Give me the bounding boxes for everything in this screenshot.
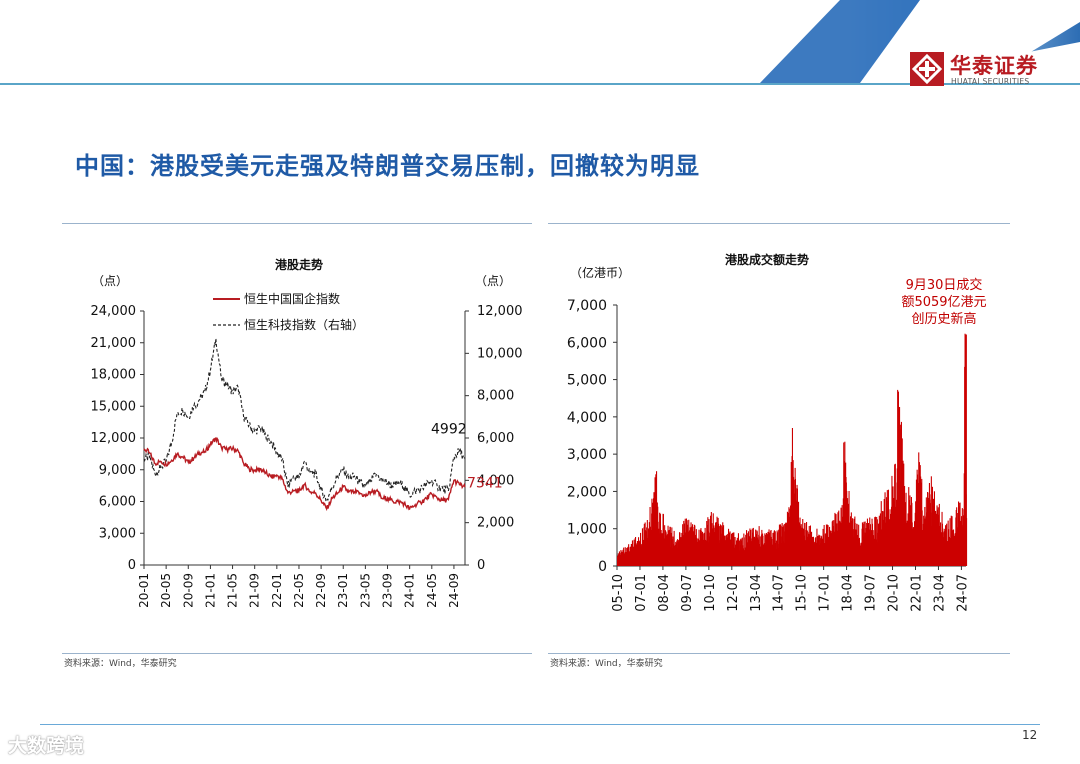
hstech-end-label: 4992 (431, 421, 467, 437)
turnover-y-tick-label: 3,000 (567, 447, 607, 463)
hscei-line (143, 436, 466, 512)
legend-hscei-label: 恒生中国国企指数 (244, 291, 340, 306)
x-tick-label: 23-01 (336, 573, 350, 608)
x-tick-label: 22-05 (292, 573, 306, 608)
left-axis-unit: （点） (92, 274, 129, 288)
turnover-y-tick-label: 6,000 (567, 335, 607, 351)
peak-annotation-line: 创历史新高 (911, 311, 976, 327)
turnover-y-tick-label: 4,000 (567, 410, 607, 426)
right-y-tick-label: 0 (477, 558, 485, 573)
page-number: 12 (1022, 728, 1038, 742)
turnover-bar (900, 421, 902, 566)
x-tick-label: 20-05 (159, 573, 173, 608)
turnover-peak-bar (965, 334, 967, 566)
left-panel-top-rule (62, 223, 532, 224)
x-tick-label: 20-09 (181, 573, 195, 608)
page-title: 中国：港股受美元走强及特朗普交易压制，回撤较为明显 (75, 152, 700, 180)
left-y-tick-label: 9,000 (99, 463, 136, 478)
x-tick-label: 21-05 (226, 573, 240, 608)
brand-name-en: HUATAI SECURITIES (951, 77, 1030, 86)
turnover-bar (874, 516, 876, 566)
left-y-tick-label: 21,000 (91, 336, 137, 351)
hscei-end-label: 7341 (467, 475, 503, 491)
right-y-tick-label: 12,000 (477, 304, 523, 319)
turnover-y-tick-label: 7,000 (567, 298, 607, 314)
right-y-tick-label: 8,000 (477, 389, 514, 404)
left-y-tick-label: 12,000 (91, 431, 137, 446)
watermark-text: 大数跨境 (8, 735, 85, 757)
left-chart-title: 港股走势 (275, 258, 324, 272)
turnover-x-tick-label: 24-07 (955, 574, 970, 612)
x-tick-label: 21-01 (203, 573, 217, 608)
x-tick-label: 24-01 (403, 573, 417, 608)
turnover-y-tick-label: 1,000 (567, 522, 607, 538)
brand-logo: 华泰证券 HUATAI SECURITIES (910, 50, 1060, 90)
hk-index-chart: 0 3,000 6,000 9,000 12,000 15,000 18,000 21,000… (91, 291, 523, 608)
right-axis-unit: （点） (475, 274, 512, 288)
right-y-tick-label: 10,000 (477, 346, 523, 361)
turnover-x-tick-label: 09-07 (680, 574, 695, 612)
turnover-x-tick-label: 17-01 (818, 574, 833, 612)
legend-hstech-label: 恒生科技指数（右轴） (244, 317, 364, 332)
right-y-tick-label: 6,000 (477, 431, 514, 446)
turnover-x-tick-label: 12-01 (726, 574, 741, 612)
right-y-tick-label: 4,000 (477, 473, 514, 488)
turnover-x-tick-label: 19-07 (864, 574, 879, 612)
brand-name-cn: 华泰证券 (950, 54, 1038, 78)
footer-divider (40, 724, 1040, 725)
right-source-note: 资料来源：Wind，华泰研究 (550, 659, 663, 669)
x-tick-label: 23-05 (358, 573, 372, 608)
huatai-logo-icon (910, 52, 944, 86)
turnover-bar (707, 517, 709, 566)
x-tick-label: 21-09 (248, 573, 262, 608)
turnover-bar (669, 526, 671, 566)
turnover-x-tick-label: 10-10 (703, 574, 718, 612)
turnover-y-tick-label: 5,000 (567, 373, 607, 389)
header-divider (0, 83, 1080, 85)
left-panel-bottom-rule (62, 653, 532, 654)
turnover-y-tick-label: 2,000 (567, 484, 607, 500)
turnover-x-tick-label: 15-10 (795, 574, 810, 612)
turnover-bar (671, 527, 673, 566)
x-tick-label: 20-01 (137, 573, 151, 608)
turnover-bar (964, 333, 966, 566)
peak-annotation-line: 额5059亿港元 (901, 295, 986, 310)
right-panel-top-rule (548, 223, 1010, 224)
x-tick-label: 23-09 (381, 573, 395, 608)
peak-annotation-line: 9月30日成交 (906, 277, 983, 293)
left-y-tick-label: 24,000 (91, 304, 137, 319)
turnover-bar (930, 476, 932, 566)
right-y-tick-label: 2,000 (477, 516, 514, 531)
turnover-x-tick-label: 13-04 (749, 574, 764, 612)
turnover-x-tick-label: 23-04 (932, 574, 947, 612)
turnover-y-tick-label: 0 (598, 559, 607, 575)
turnover-unit: （亿港币） (570, 266, 631, 280)
x-tick-label: 24-05 (425, 573, 439, 608)
turnover-x-tick-label: 22-01 (909, 574, 924, 612)
x-tick-label: 22-01 (270, 573, 284, 608)
left-y-tick-label: 6,000 (99, 495, 136, 510)
left-y-tick-label: 15,000 (91, 399, 137, 414)
turnover-x-tick-label: 08-04 (657, 574, 672, 612)
turnover-bar (662, 514, 664, 566)
hstech-line (143, 338, 466, 503)
right-chart-title: 港股成交额走势 (725, 253, 810, 267)
turnover-bar (624, 547, 626, 566)
turnover-x-tick-label: 18-04 (841, 574, 856, 612)
left-y-tick-label: 18,000 (91, 368, 137, 383)
turnover-x-tick-label: 05-10 (611, 574, 626, 612)
right-panel-bottom-rule (548, 653, 1010, 654)
left-y-tick-label: 3,000 (99, 526, 136, 541)
turnover-x-tick-label: 07-01 (634, 574, 649, 612)
turnover-bar (869, 517, 871, 566)
hk-turnover-chart: 0 1,000 2,000 3,000 4,000 5,000 6,000 7,000 05-1… (567, 277, 987, 612)
left-y-tick-label: 0 (128, 558, 136, 573)
turnover-x-tick-label: 20-10 (887, 574, 902, 612)
turnover-x-tick-label: 14-07 (772, 574, 787, 612)
left-source-note: 资料来源：Wind，华泰研究 (64, 659, 177, 669)
x-tick-label: 22-09 (314, 573, 328, 608)
x-tick-label: 24-09 (447, 573, 461, 608)
